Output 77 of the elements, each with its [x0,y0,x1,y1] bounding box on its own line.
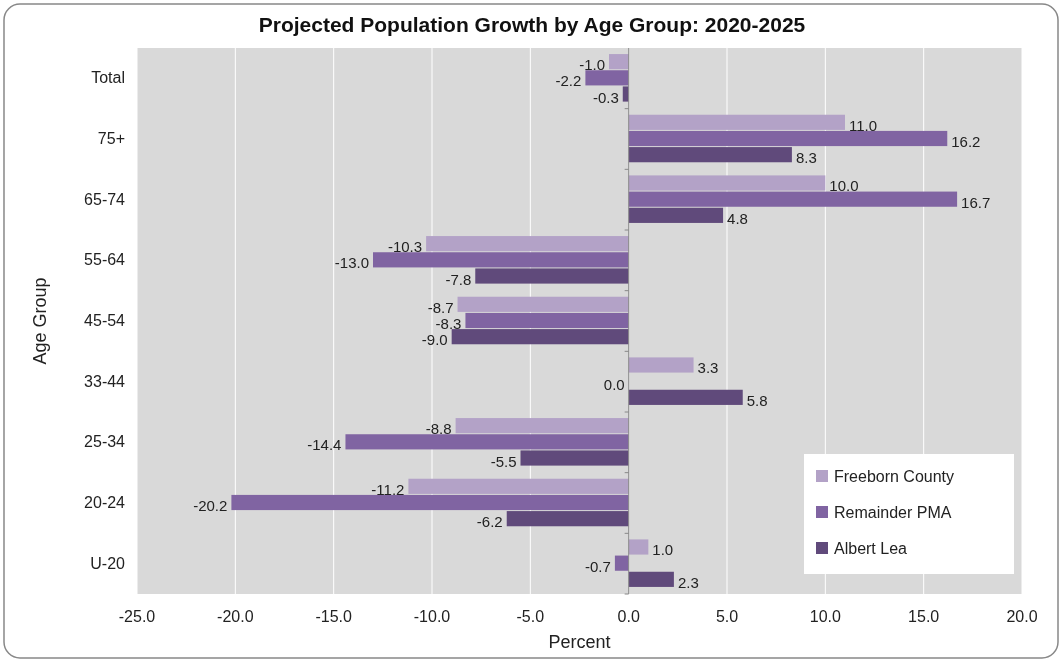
data-label: -2.2 [555,72,582,90]
x-tick-label: 20.0 [1006,608,1038,625]
y-tick-label: 33-44 [84,372,126,390]
data-label: 1.0 [652,541,674,559]
chart-title: Projected Population Growth by Age Group: 2020-2025 [258,13,806,36]
data-label: -6.2 [476,513,503,531]
bar [628,539,649,555]
data-label: -0.3 [592,88,619,106]
bar [451,329,629,345]
x-tick-label: 15.0 [908,608,940,625]
data-label: 5.8 [746,391,768,409]
legend-label: Remainder PMA [834,504,952,521]
x-tick-label: 5.0 [715,608,739,625]
bar [465,312,629,329]
bar [628,191,958,207]
bar [628,207,724,223]
data-label: -8.7 [427,298,454,316]
bar [614,555,629,571]
bar [455,418,629,434]
data-label: 11.0 [849,116,878,134]
data-label: -11.2 [371,480,405,498]
y-tick-label: 75+ [97,130,125,147]
x-tick-label: 0.0 [617,608,640,625]
y-tick-label: 20-24 [84,494,126,511]
y-tick-label: 55-64 [84,251,126,269]
bar [408,478,629,494]
data-label: -13.0 [334,254,369,272]
bar [457,296,629,312]
data-label: 3.3 [697,359,719,377]
data-label: -0.7 [585,557,611,575]
data-label: 2.3 [677,573,699,591]
y-tick-label: 45-54 [84,312,126,329]
bar [520,450,629,466]
bar [609,54,629,70]
data-label: -8.8 [425,420,452,438]
bar [628,389,743,405]
bar [628,357,694,373]
data-label: -14.4 [307,436,342,454]
y-tick-label: U-20 [90,554,126,572]
data-label: -1.0 [579,56,605,74]
x-axis-title: Percent [548,632,611,652]
x-tick-label: 10.0 [809,608,842,625]
bar [345,434,629,450]
data-label: -10.3 [387,238,423,256]
bar [231,494,629,511]
bar [426,236,629,252]
bar [628,114,845,130]
bar [628,147,792,163]
data-label: 16.7 [961,193,991,211]
data-label: -20.2 [193,497,228,514]
data-label: 16.2 [951,133,981,150]
x-tick-label: -5.0 [516,608,545,625]
x-tick-label: -10.0 [413,608,451,625]
data-label: 10.0 [829,177,859,195]
data-label: -9.0 [421,331,448,349]
y-tick-label: Total [91,69,125,87]
x-tick-label: -20.0 [217,608,254,625]
legend-label: Freeborn County [834,468,955,485]
data-label: 4.8 [727,209,748,227]
data-label: -5.5 [490,452,517,470]
bar [373,252,629,268]
data-label: 0.0 [603,375,625,393]
data-label: -8.3 [435,315,462,332]
bar [475,268,629,284]
bar [628,175,826,191]
x-tick-label: -15.0 [315,608,352,625]
bar [506,511,629,527]
bar [585,70,629,86]
x-tick-label: -25.0 [118,608,156,625]
data-label: -7.8 [445,270,472,288]
legend-label: Albert Lea [834,540,908,557]
y-tick-label: 65-74 [84,190,126,208]
data-label: 8.3 [795,149,817,167]
y-tick-label: 25-34 [84,433,126,451]
bar [628,130,948,147]
y-axis-title: Age Group [30,277,50,365]
bar [628,571,674,587]
